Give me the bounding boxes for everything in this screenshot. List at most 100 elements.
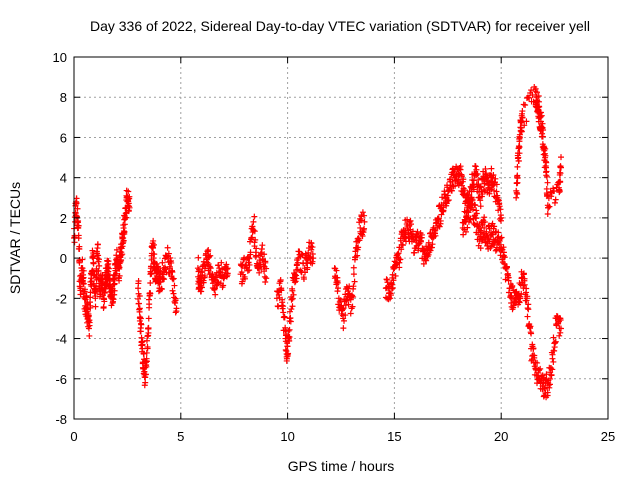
data-point-marker	[147, 290, 154, 297]
data-point-marker	[79, 256, 86, 263]
y-tick-label: 8	[60, 90, 67, 105]
data-point-marker	[418, 237, 425, 244]
data-point-marker	[145, 315, 152, 322]
data-point-marker	[292, 272, 299, 279]
data-point-marker	[207, 252, 214, 259]
data-point-marker	[286, 308, 293, 315]
data-point-marker	[286, 326, 293, 333]
data-point-marker	[100, 304, 107, 311]
data-point-marker	[432, 226, 439, 233]
data-point-marker	[384, 279, 391, 286]
data-point-marker	[249, 234, 256, 241]
data-point-marker	[224, 270, 231, 277]
y-tick-label: 4	[60, 171, 67, 186]
data-point-marker	[244, 267, 251, 274]
data-point-marker	[86, 332, 93, 339]
data-point-marker	[477, 197, 484, 204]
y-tick-label: -2	[55, 291, 67, 306]
data-point-marker	[414, 228, 421, 235]
data-point-marker	[464, 224, 471, 231]
data-point-marker	[520, 270, 527, 277]
data-point-marker	[445, 197, 452, 204]
data-point-marker	[359, 209, 366, 216]
data-point-marker	[493, 181, 500, 188]
data-point-marker	[335, 285, 342, 292]
data-point-marker	[279, 299, 286, 306]
data-point-marker	[544, 210, 551, 217]
data-point-marker	[200, 277, 207, 284]
data-point-marker	[543, 371, 550, 378]
data-point-marker	[460, 231, 467, 238]
data-point-marker	[521, 122, 528, 129]
data-point-marker	[523, 118, 530, 125]
data-point-marker	[164, 244, 171, 251]
data-point-marker	[263, 265, 270, 272]
data-point-marker	[86, 319, 93, 326]
data-point-marker	[549, 366, 556, 373]
data-point-marker	[77, 291, 84, 298]
data-point-marker	[556, 332, 563, 339]
data-point-marker	[160, 275, 167, 282]
data-point-marker	[532, 85, 539, 92]
data-point-marker	[101, 298, 108, 305]
data-point-marker	[347, 310, 354, 317]
data-point-marker	[170, 275, 177, 282]
data-point-marker	[80, 280, 87, 287]
data-point-marker	[509, 283, 516, 290]
data-point-marker	[106, 278, 113, 285]
data-point-marker	[289, 287, 296, 294]
data-point-marker	[481, 219, 488, 226]
data-point-marker	[83, 292, 90, 299]
data-point-marker	[92, 283, 99, 290]
data-point-marker	[158, 286, 165, 293]
data-point-marker	[125, 188, 132, 195]
data-point-marker	[165, 250, 172, 257]
data-point-marker	[136, 292, 143, 299]
data-point-marker	[481, 214, 488, 221]
data-point-marker	[350, 283, 357, 290]
data-point-marker	[99, 272, 106, 279]
data-point-marker	[212, 291, 219, 298]
data-point-marker	[525, 301, 532, 308]
data-point-marker	[247, 249, 254, 256]
data-point-marker	[278, 287, 285, 294]
data-point-marker	[497, 235, 504, 242]
data-point-marker	[294, 257, 301, 264]
data-point-marker	[491, 223, 498, 230]
data-point-marker	[195, 254, 202, 261]
y-tick-label: -6	[55, 372, 67, 387]
data-point-marker	[95, 267, 102, 274]
data-point-marker	[501, 260, 508, 267]
data-point-marker	[524, 94, 531, 101]
y-tick-label: 10	[53, 50, 67, 65]
data-point-marker	[263, 275, 270, 282]
data-point-marker	[136, 314, 143, 321]
data-point-marker	[546, 384, 553, 391]
data-point-marker	[354, 252, 361, 259]
data-point-marker	[135, 280, 142, 287]
data-point-marker	[515, 157, 522, 164]
data-point-marker	[155, 264, 162, 271]
data-point-marker	[483, 228, 490, 235]
data-point-marker	[119, 251, 126, 258]
data-point-marker	[261, 251, 268, 258]
data-point-marker	[420, 260, 427, 267]
data-point-marker	[201, 265, 208, 272]
data-point-marker	[211, 286, 218, 293]
data-point-marker	[477, 184, 484, 191]
data-point-marker	[515, 298, 522, 305]
data-point-marker	[398, 246, 405, 253]
data-point-marker	[472, 163, 479, 170]
data-point-marker	[503, 263, 510, 270]
data-point-marker	[429, 241, 436, 248]
data-point-marker	[288, 306, 295, 313]
data-point-marker	[531, 352, 538, 359]
data-point-marker	[172, 295, 179, 302]
data-point-marker	[549, 351, 556, 358]
data-point-marker	[470, 186, 477, 193]
data-point-marker	[150, 237, 157, 244]
data-point-marker	[150, 241, 157, 248]
data-point-marker	[90, 268, 97, 275]
data-point-marker	[395, 250, 402, 257]
